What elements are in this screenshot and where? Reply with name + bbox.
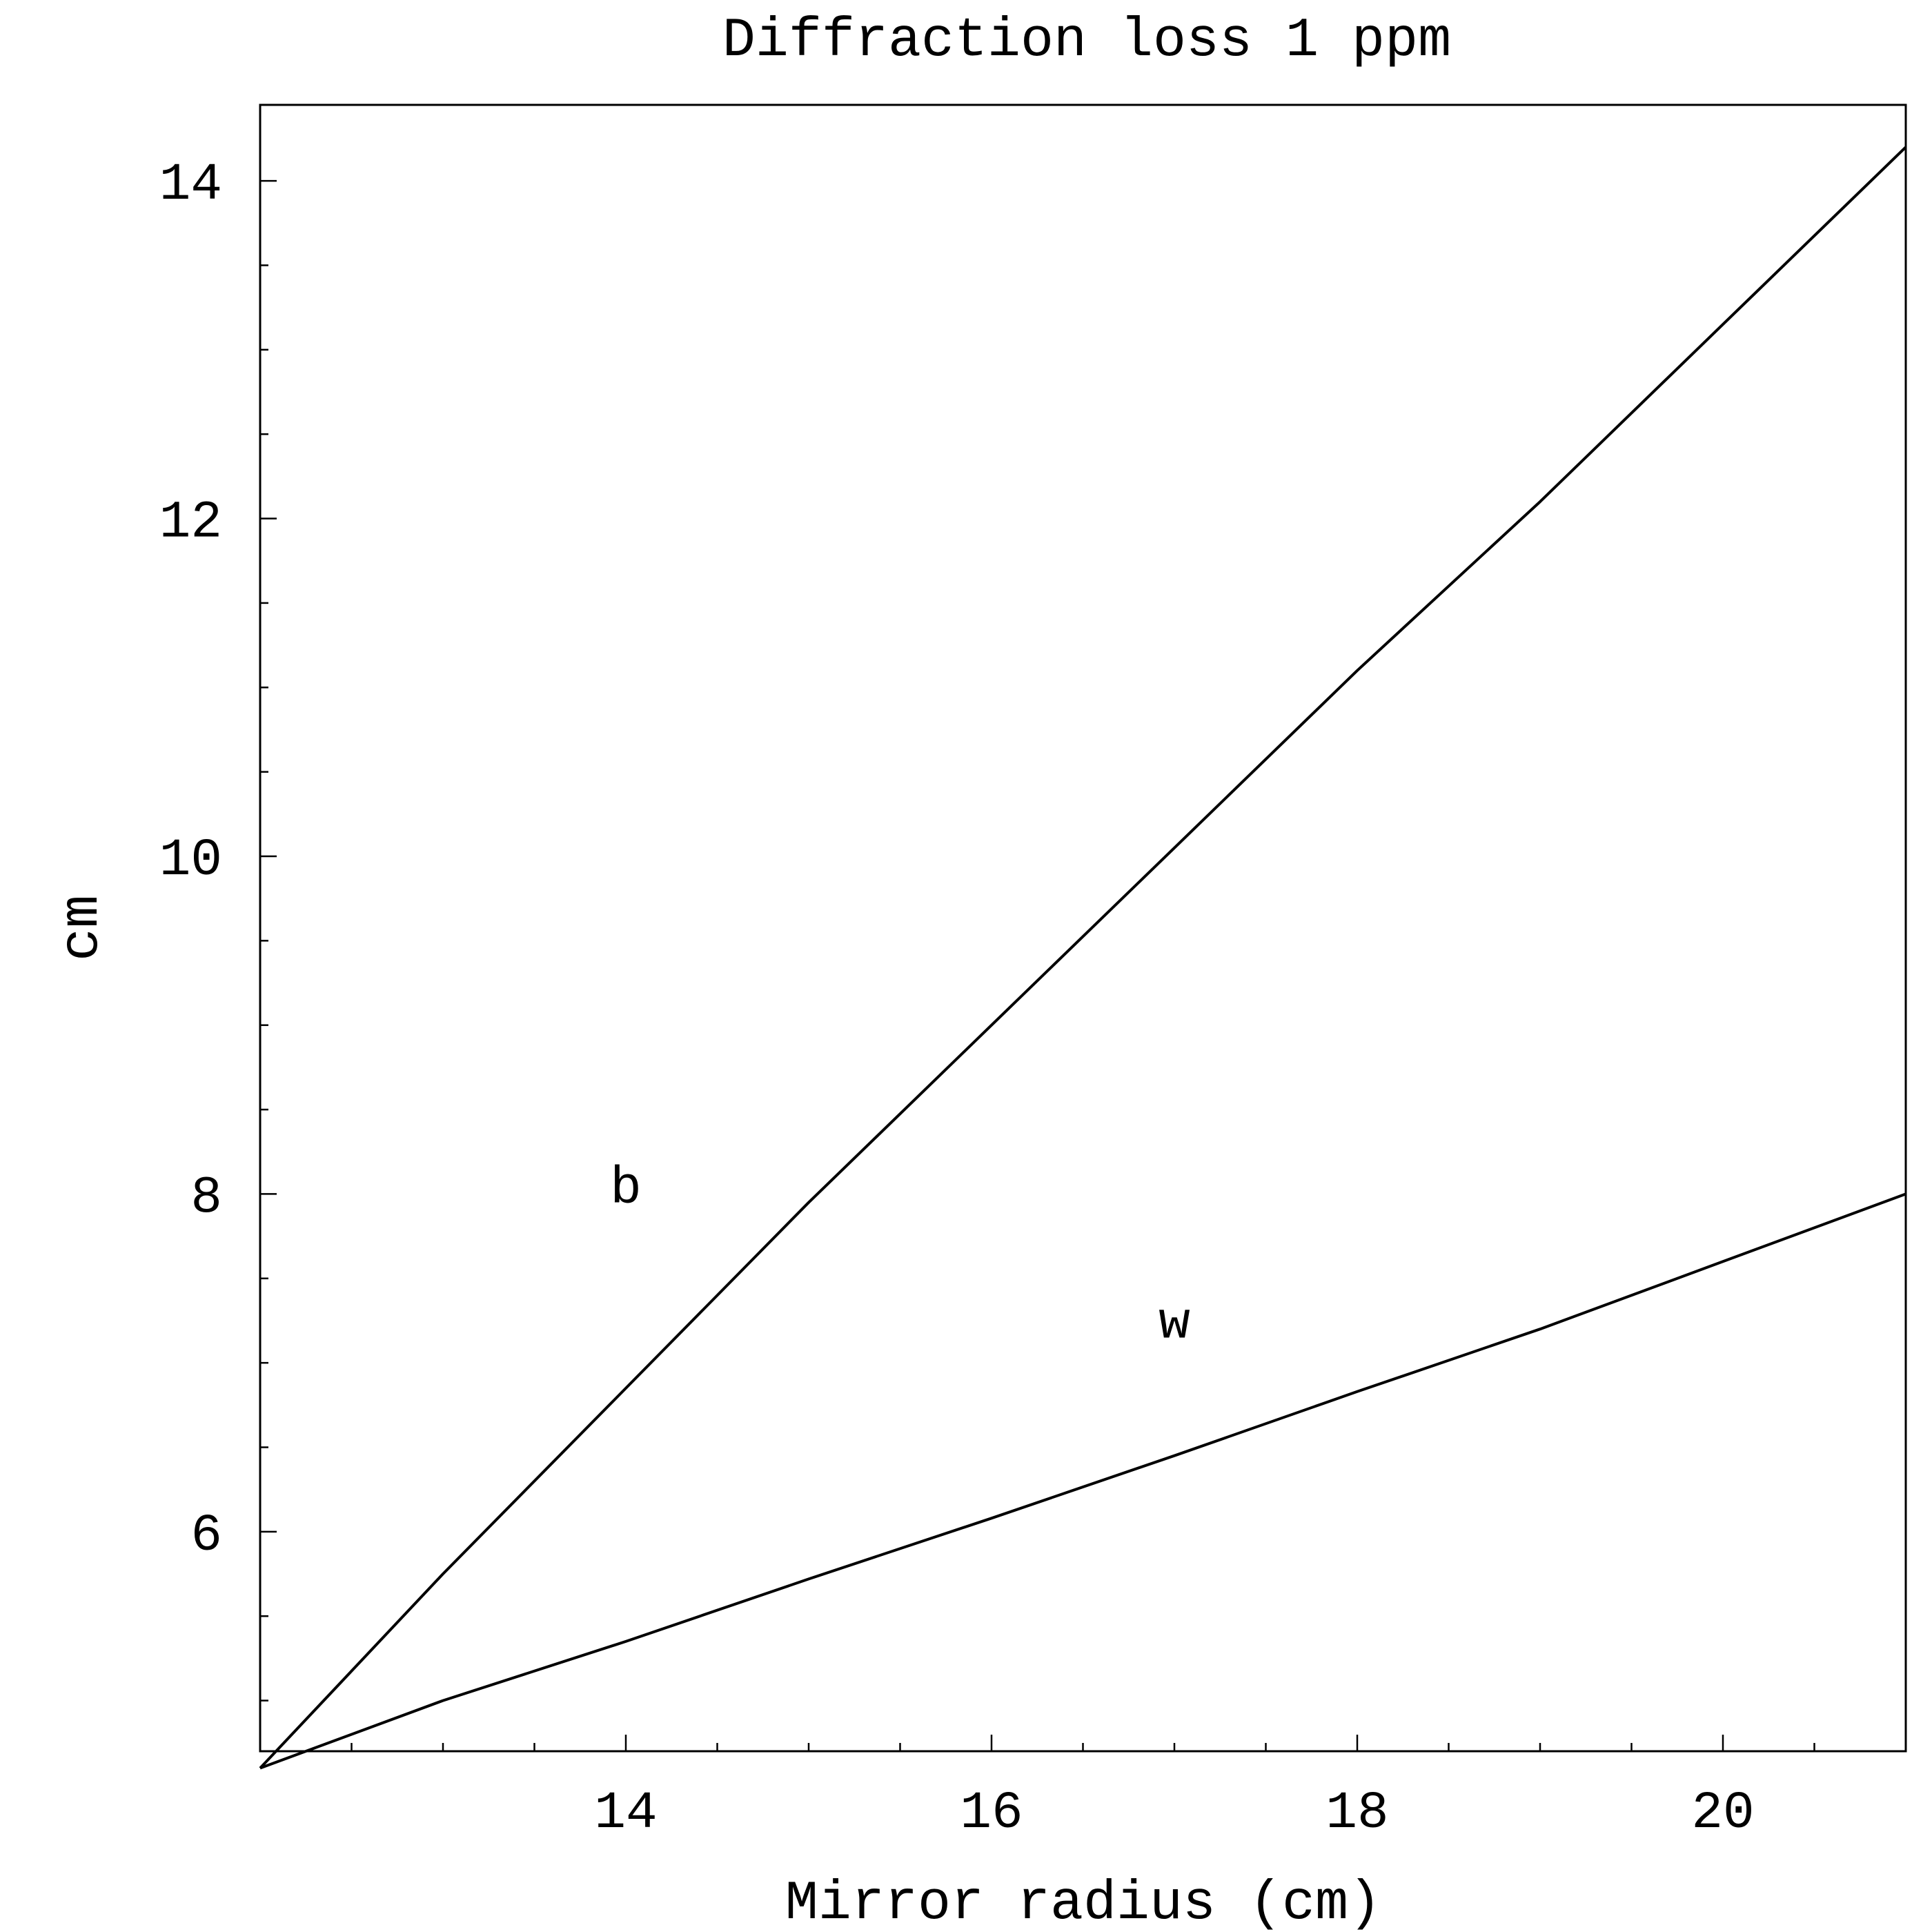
chart-title: Diffraction loss 1 ppm (722, 10, 1451, 72)
x-tick-label: 20 (1691, 1784, 1754, 1843)
x-tick-label: 14 (594, 1784, 657, 1843)
y-tick-label: 12 (159, 493, 222, 553)
x-tick-label: 16 (960, 1784, 1023, 1843)
series-line-b (259, 146, 1907, 1769)
curve-label-b: b (610, 1159, 642, 1219)
curve-label-w: w (1159, 1294, 1190, 1353)
curve-labels: bw (610, 1159, 1190, 1354)
x-axis-ticks: 14 16 18 20 (594, 1735, 1755, 1843)
y-tick-label: 10 (159, 831, 222, 890)
x-axis-label: Mirror radius (cm) (785, 1873, 1381, 1932)
plot-frame (259, 103, 1907, 1753)
series-line-w (259, 1192, 1906, 1770)
x-tick-label: 18 (1325, 1784, 1388, 1843)
series-lines (259, 146, 1907, 1770)
minor-ticks (259, 264, 1907, 1751)
y-axis-ticks: 6 8 10 12 14 (159, 155, 277, 1566)
y-tick-label: 6 (190, 1506, 222, 1566)
y-axis-label: cm (51, 895, 114, 961)
y-tick-label: 8 (190, 1168, 222, 1228)
y-tick-label: 14 (159, 155, 222, 215)
